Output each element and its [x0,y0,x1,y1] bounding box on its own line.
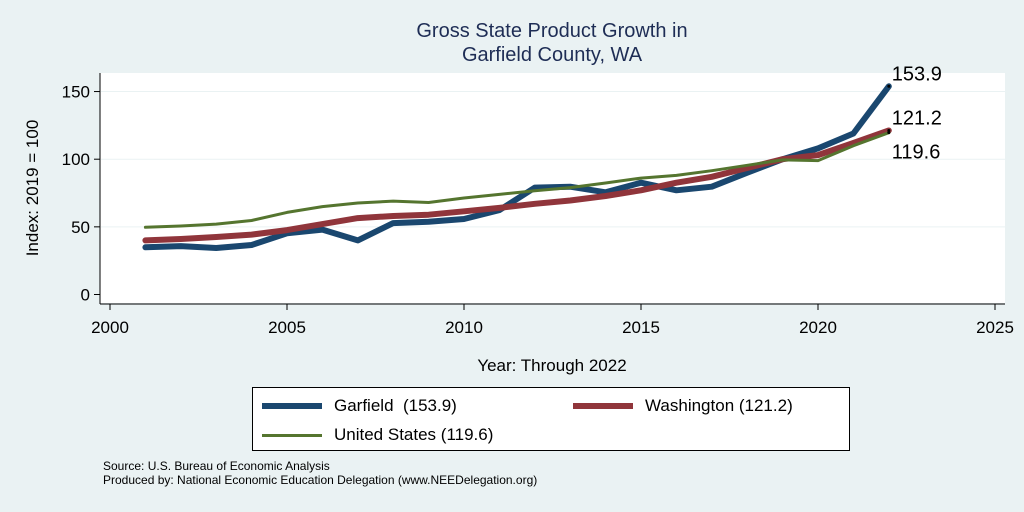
x-tick-label-2020: 2020 [799,318,837,337]
y-tick-label-100: 100 [62,150,90,169]
chart-title-line-1: Gross State Product Growth in [416,20,688,42]
end-label-united-states: 119.6 [892,142,941,164]
y-axis-ticks: 0 50 100 150 [62,83,100,305]
legend-swatch-united-states [262,433,322,437]
legend-label-washington: Washington (121.2) [645,396,793,415]
chart-title-line-2: Garfield County, WA [461,44,643,66]
y-tick-label-50: 50 [71,218,90,237]
end-marker-garfield [887,84,891,88]
legend-swatch-washington [573,403,633,409]
y-tick-label-150: 150 [62,83,90,102]
y-axis-label: Index: 2019 = 100 [23,120,42,257]
series-line-united-states [143,131,891,229]
end-labels: 119.6 121.2 153.9 [887,63,942,164]
legend-swatch-garfield [262,403,322,409]
legend: Garfield (153.9) Washington (121.2) Unit… [252,387,850,451]
x-axis-ticks: 2000 2005 2010 2015 2020 2025 [91,304,1014,337]
source-text: Source: U.S. Bureau of Economic Analysis [103,459,330,473]
x-tick-label-2025: 2025 [976,318,1014,337]
produced-by-text: Produced by: National Economic Education… [103,473,538,487]
legend-item-washington: Washington (121.2) [573,396,793,416]
end-marker-washington [887,129,891,133]
end-label-washington: 121.2 [892,108,942,130]
x-tick-label-2000: 2000 [91,318,129,337]
x-axis-label: Year: Through 2022 [477,356,626,375]
y-tick-label-0: 0 [81,286,90,305]
legend-label-united-states: United States (119.6) [334,425,494,444]
gridlines [101,91,1005,228]
x-tick-label-2005: 2005 [268,318,306,337]
series-lines [142,83,892,251]
legend-label-garfield: Garfield (153.9) [334,396,457,415]
chart-title: Gross State Product Growth in Garfield C… [0,19,1024,67]
legend-item-united-states: United States (119.6) [262,425,493,445]
x-tick-label-2010: 2010 [445,318,483,337]
end-marker-united-states [887,131,891,135]
end-label-garfield: 153.9 [892,63,942,85]
legend-item-garfield: Garfield (153.9) [262,396,457,416]
x-tick-label-2015: 2015 [622,318,660,337]
source-note: Source: U.S. Bureau of Economic Analysis… [103,459,537,487]
